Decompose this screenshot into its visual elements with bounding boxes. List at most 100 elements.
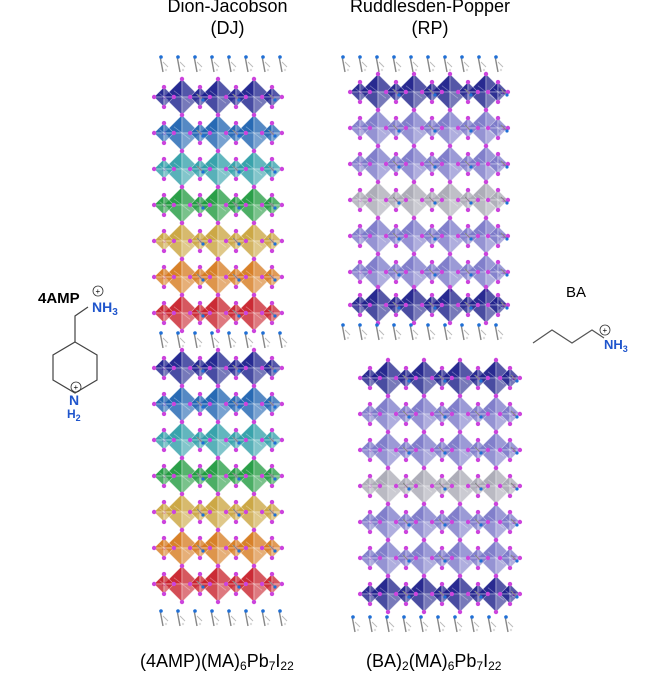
iodide-atom [375, 215, 381, 221]
iodide-atom [197, 411, 203, 417]
iodide-atom [171, 545, 177, 551]
iodide-atom [243, 94, 249, 100]
iodide-atom [419, 302, 425, 308]
rp-half-octahedron [357, 365, 383, 391]
iodide-atom [161, 156, 167, 162]
iodide-atom [233, 375, 239, 381]
iodide-atom [475, 601, 481, 607]
iodide-atom [161, 591, 167, 597]
iodide-atom [507, 437, 513, 443]
iodide-atom [279, 166, 285, 172]
iodide-atom [403, 509, 409, 515]
iodide-atom [465, 411, 471, 417]
dj-half-octahedron [187, 120, 213, 146]
iodide-atom [393, 591, 399, 597]
rp-half-octahedron [383, 115, 409, 141]
iodide-atom [161, 176, 167, 182]
iodide-atom [215, 112, 221, 118]
iodide-atom [269, 571, 275, 577]
iodide-atom [161, 483, 167, 489]
iodide-atom [483, 215, 489, 221]
iodide-atom [455, 125, 461, 131]
iodide-atom [475, 365, 481, 371]
iodide-atom [251, 599, 257, 605]
iodide-atom [447, 107, 453, 113]
iodide-atom [455, 197, 461, 203]
iodide-atom [279, 310, 285, 316]
iodide-atom [421, 573, 427, 579]
iodide-atom [215, 347, 221, 353]
iodide-atom [243, 202, 249, 208]
iodide-atom [505, 233, 511, 239]
iodide-atom [383, 89, 389, 95]
iodide-atom [207, 545, 213, 551]
iodide-atom [187, 545, 193, 551]
iodide-atom [347, 197, 353, 203]
iodide-atom [171, 365, 177, 371]
iodide-atom [517, 447, 523, 453]
iodide-atom [497, 555, 503, 561]
iodide-atom [393, 375, 399, 381]
iodide-atom [223, 365, 229, 371]
iodide-atom [465, 171, 471, 177]
iodide-atom [403, 601, 409, 607]
iodide-atom [243, 545, 249, 551]
iodide-atom [393, 279, 399, 285]
iodide-atom [223, 166, 229, 172]
iodide-atom [215, 383, 221, 389]
iodide-atom [465, 135, 471, 141]
iodide-atom [197, 228, 203, 234]
iodide-atom [465, 207, 471, 213]
iodide-atom [179, 112, 185, 118]
iodide-atom [421, 609, 427, 615]
iodide-atom [493, 465, 499, 471]
iodide-atom [505, 125, 511, 131]
iodide-atom [179, 148, 185, 154]
iodide-atom [485, 411, 491, 417]
ba-amine-charge-sign: + [603, 326, 608, 335]
iodide-atom [421, 501, 427, 507]
iodide-atom [411, 284, 417, 290]
iodide-atom [377, 447, 383, 453]
iodide-atom [243, 274, 249, 280]
iodide-atom [187, 509, 193, 515]
iodide-atom [421, 537, 427, 543]
iodide-atom [233, 84, 239, 90]
iodide-atom [207, 509, 213, 515]
iodide-atom [465, 259, 471, 265]
iodide-atom [403, 125, 409, 131]
iodide-atom [179, 491, 185, 497]
iodide-atom [259, 581, 265, 587]
iodide-atom [171, 437, 177, 443]
iodide-atom [449, 375, 455, 381]
iodide-atom [403, 401, 409, 407]
iodide-atom [485, 555, 491, 561]
iodide-atom [215, 419, 221, 425]
iodide-atom [393, 243, 399, 249]
iodide-atom [151, 94, 157, 100]
iodide-atom [495, 243, 501, 249]
dj-half-octahedron [187, 300, 213, 326]
iodide-atom [465, 115, 471, 121]
iodide-atom [493, 609, 499, 615]
4amp-amine: NH3 [92, 299, 118, 318]
iodide-atom [439, 509, 445, 515]
iodide-atom [233, 571, 239, 577]
iodide-atom [393, 259, 399, 265]
iodide-atom [475, 473, 481, 479]
dj-half-octahedron [151, 228, 177, 254]
iodide-atom [367, 601, 373, 607]
iodide-atom [465, 375, 471, 381]
iodide-atom [419, 233, 425, 239]
iodide-atom [457, 573, 463, 579]
iodide-atom [429, 151, 435, 157]
iodide-atom [197, 284, 203, 290]
iodide-atom [447, 71, 453, 77]
iodide-atom [259, 94, 265, 100]
iodide-atom [505, 197, 511, 203]
iodide-atom [383, 125, 389, 131]
iodide-atom [475, 125, 481, 131]
iodide-atom [493, 501, 499, 507]
iodide-atom [367, 509, 373, 515]
iodide-atom [475, 302, 481, 308]
